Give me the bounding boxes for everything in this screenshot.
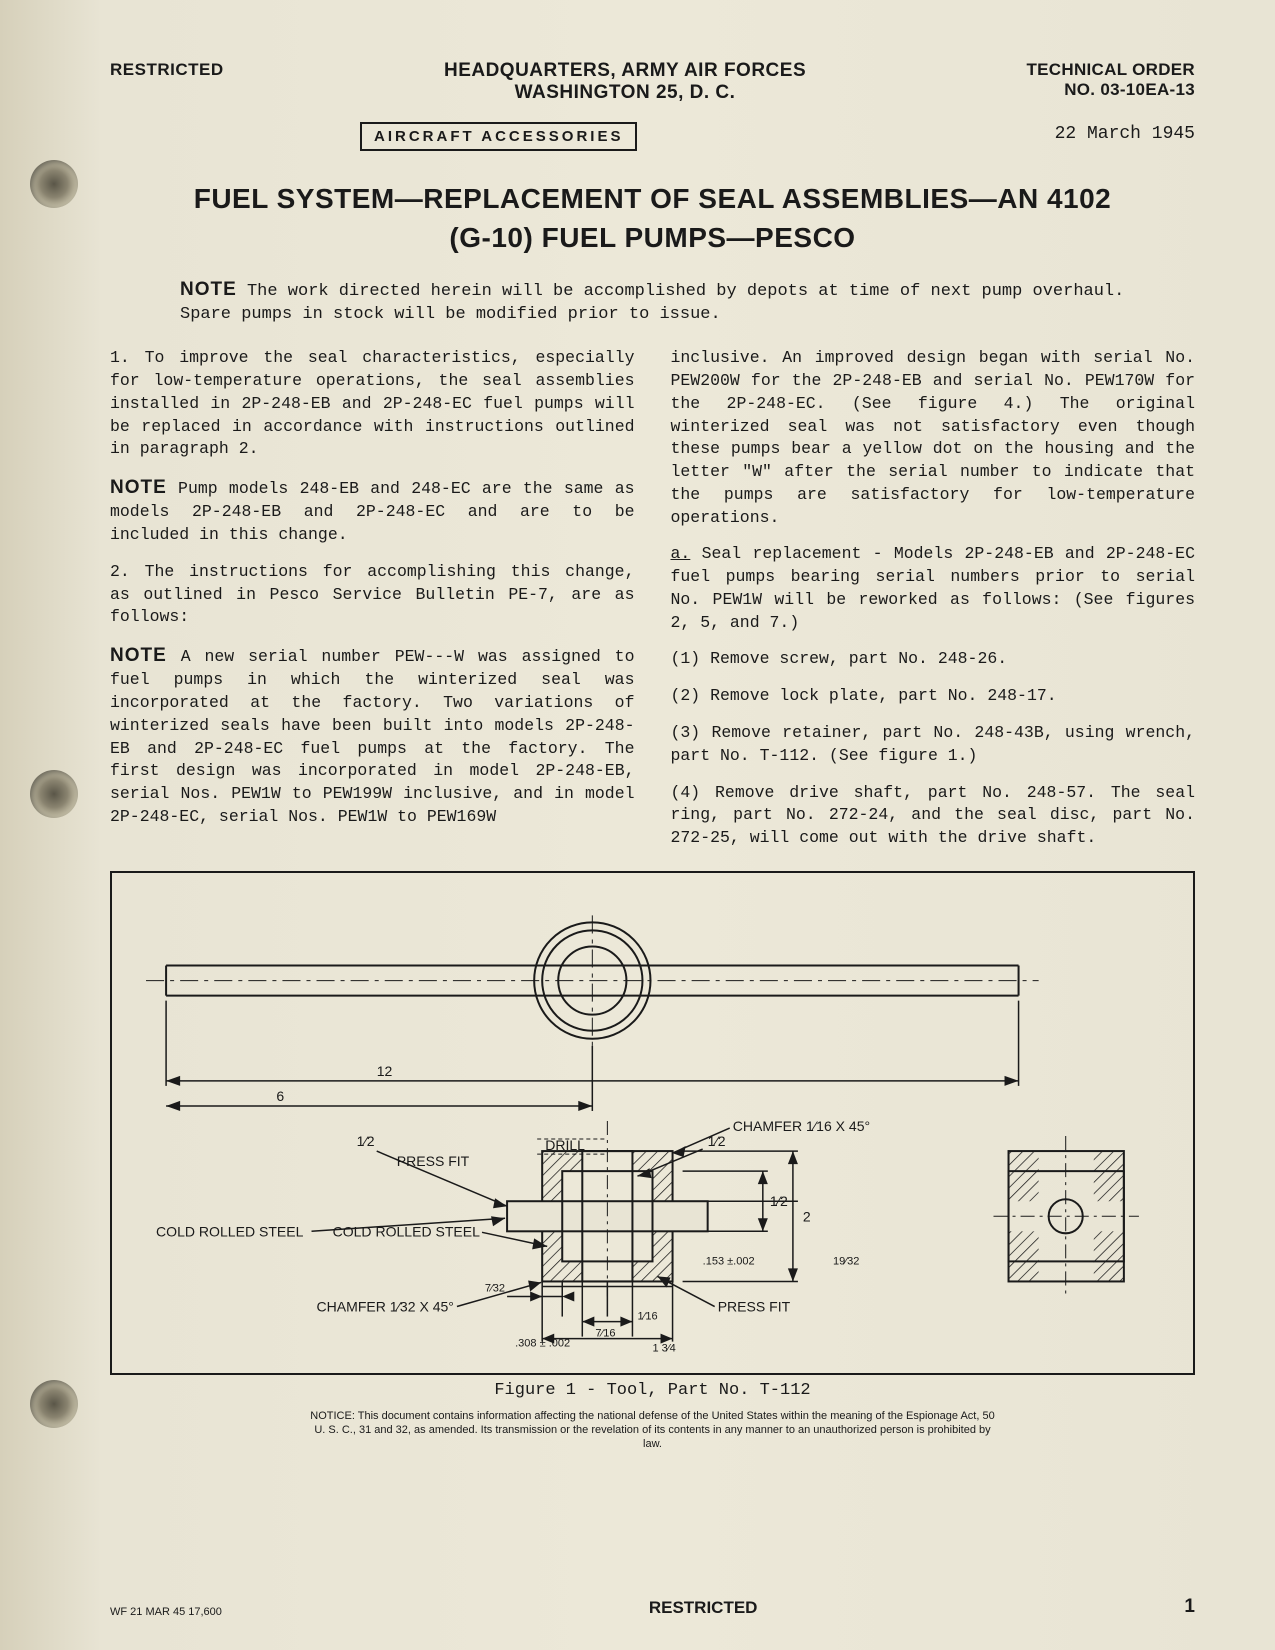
para-2: 2. The instructions for accomplishing th… (110, 561, 635, 629)
hq-line2: WASHINGTON 25, D. C. (515, 82, 736, 103)
para-4-prefix: a. (671, 544, 691, 563)
footer-row: WF 21 MAR 45 17,600 RESTRICTED 1 (110, 1596, 1195, 1618)
label-press-fit-2: PRESS FIT (718, 1299, 791, 1315)
label-half-3: 1⁄2 (770, 1193, 788, 1209)
note-2: NOTE A new serial number PEW---W was ass… (110, 643, 635, 829)
note-label: NOTE (110, 477, 167, 498)
label-chamfer-32: CHAMFER 1⁄32 X 45° (317, 1299, 454, 1315)
dim-6-text: 6 (276, 1088, 284, 1104)
label-2: 2 (803, 1209, 811, 1225)
note-2-text: A new serial number PEW---W was assigned… (110, 647, 635, 826)
tech-order-no: NO. 03-10EA-13 (1064, 80, 1195, 99)
side-view (993, 1136, 1138, 1296)
tech-order-label: TECHNICAL ORDER (1026, 60, 1195, 79)
note-label: NOTE (180, 279, 237, 300)
date: 22 March 1945 (1055, 124, 1195, 144)
label-1-34: 1 3⁄4 (653, 1343, 676, 1355)
para-1: 1. To improve the seal characteristics, … (110, 347, 635, 461)
figure-caption: Figure 1 - Tool, Part No. T-112 (110, 1381, 1195, 1400)
label-1-16: 1⁄16 (637, 1311, 657, 1323)
technical-drawing-svg: 12 6 (136, 891, 1169, 1361)
label-half-2: 1⁄2 (708, 1133, 726, 1149)
note-1: NOTE Pump models 248-EB and 248-EC are t… (110, 475, 635, 547)
wf-code: WF 21 MAR 45 17,600 (110, 1606, 222, 1618)
label-chamfer-16: CHAMFER 1⁄16 X 45° (733, 1118, 870, 1134)
note-text: The work directed herein will be accompl… (180, 282, 1124, 324)
punch-hole (30, 770, 78, 818)
page-number: 1 (1184, 1596, 1195, 1618)
headquarters: HEADQUARTERS, ARMY AIR FORCES WASHINGTON… (444, 60, 806, 104)
label-7-32: 7⁄32 (485, 1283, 505, 1295)
label-cold-rolled-2: COLD ROLLED STEEL (333, 1224, 481, 1240)
notice-text: NOTICE: This document contains informati… (310, 1410, 995, 1451)
label-cold-rolled-1: COLD ROLLED STEEL (156, 1224, 304, 1240)
label-308: .308 ± .002 (515, 1338, 570, 1350)
accessories-date-row: AIRCRAFT ACCESSORIES 22 March 1945 (110, 110, 1195, 151)
para-3: inclusive. An improved design began with… (671, 347, 1196, 529)
section-labels: 1⁄2 PRESS FIT DRILL 1⁄2 CHAMFER 1⁄16 X 4… (156, 1118, 870, 1355)
sub-3: (3) Remove retainer, part No. 248-43B, u… (671, 722, 1196, 768)
label-153: .153 ±.002 (703, 1256, 755, 1268)
note-label: NOTE (110, 645, 167, 666)
top-view (146, 916, 1039, 1046)
label-press-fit-1: PRESS FIT (397, 1153, 470, 1169)
sub-4: (4) Remove drive shaft, part No. 248-57.… (671, 782, 1196, 850)
para-4-text: Seal replacement - Models 2P-248-EB and … (671, 544, 1196, 631)
section-view (507, 1121, 708, 1297)
tech-order: TECHNICAL ORDER NO. 03-10EA-13 (1026, 60, 1195, 100)
punch-hole (30, 1380, 78, 1428)
restricted-footer: RESTRICTED (649, 1598, 758, 1618)
sub-2: (2) Remove lock plate, part No. 248-17. (671, 685, 1196, 708)
title-line2: (G-10) FUEL PUMPS—PESCO (449, 222, 855, 253)
label-19-32: 19⁄32 (833, 1256, 859, 1268)
header-row: RESTRICTED HEADQUARTERS, ARMY AIR FORCES… (110, 60, 1195, 104)
note-1-text: Pump models 248-EB and 248-EC are the sa… (110, 479, 635, 544)
body-columns: 1. To improve the seal characteristics, … (110, 347, 1195, 853)
title-line1: FUEL SYSTEM—REPLACEMENT OF SEAL ASSEMBLI… (194, 183, 1112, 214)
para-4: a. Seal replacement - Models 2P-248-EB a… (671, 543, 1196, 634)
hq-line1: HEADQUARTERS, ARMY AIR FORCES (444, 60, 806, 81)
figure-1: 12 6 (110, 871, 1195, 1375)
label-drill: DRILL (545, 1137, 585, 1153)
punch-hole (30, 160, 78, 208)
top-note: NOTE The work directed herein will be ac… (180, 277, 1125, 327)
dim-12-text: 12 (377, 1063, 393, 1079)
document-title: FUEL SYSTEM—REPLACEMENT OF SEAL ASSEMBLI… (110, 179, 1195, 257)
sub-1: (1) Remove screw, part No. 248-26. (671, 648, 1196, 671)
label-half-1: 1⁄2 (357, 1133, 375, 1149)
accessories-box: AIRCRAFT ACCESSORIES (360, 122, 637, 151)
label-7-16: 7⁄16 (595, 1328, 615, 1340)
restricted-label: RESTRICTED (110, 60, 224, 80)
